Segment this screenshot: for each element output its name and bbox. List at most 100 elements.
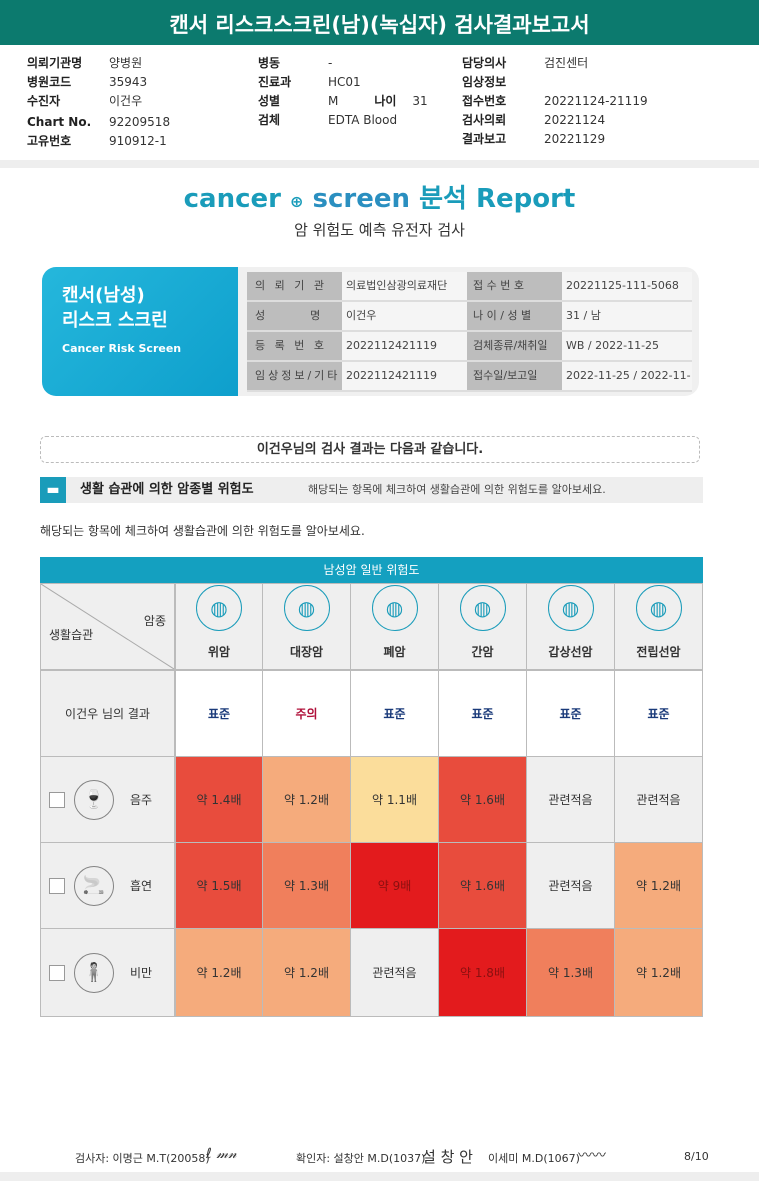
cancer-name: 간암: [471, 645, 494, 659]
section-desc: 해당되는 항목에 체크하여 생활습관에 의한 위험도를 알아보세요.: [308, 483, 606, 496]
info-row: 성 명 이건우 나 이 / 성 별 31 / 남: [247, 302, 692, 332]
header-row: 검체 EDTA Blood: [258, 111, 428, 130]
header-label: 병동: [258, 56, 281, 70]
header-label: 검사의뢰: [462, 113, 507, 127]
header-value: -: [328, 56, 333, 70]
bed-icon: ▬: [40, 477, 66, 503]
risk-cell: 약 1.1배: [351, 757, 438, 842]
risk-cell: 약 1.5배: [176, 843, 262, 928]
habit-name: 음주: [130, 793, 153, 807]
header-value: 20221129: [544, 132, 606, 146]
result-value: 표준: [615, 671, 702, 756]
risk-cell: 관련적음: [527, 757, 614, 842]
info-value: 의료법인삼광의료재단: [342, 272, 467, 300]
header-value: 검진센터: [544, 56, 589, 70]
info-row: 등 록 번 호 2022112421119 검체종류/채취일 WB / 2022-11…: [247, 332, 692, 362]
cancer-header: ◍ 간암: [439, 584, 526, 669]
table-title: 남성암 일반 위험도: [40, 557, 703, 583]
habit-row-2: 🧍 비만: [41, 929, 174, 1016]
divider: [0, 1172, 759, 1181]
cancer-header: ◍ 폐암: [351, 584, 438, 669]
result-value: 표준: [439, 671, 526, 756]
result-label: 이건우 님의 결과: [41, 671, 174, 756]
obesity-icon: 🧍: [74, 952, 114, 993]
cancer-name: 전립선암: [636, 645, 681, 659]
header-row: Chart No. 92209518: [27, 113, 170, 132]
cancer-name: 갑상선암: [548, 645, 593, 659]
habit-checkbox[interactable]: [49, 877, 65, 894]
risk-cell: 약 1.2배: [615, 843, 702, 928]
risk-cell: 관련적음: [527, 843, 614, 928]
header-row: 의뢰기관명 양병원: [27, 54, 170, 73]
header-row: 결과보고 20221129: [462, 130, 648, 149]
risk-cell: 약 9배: [351, 843, 438, 928]
result-value: 표준: [527, 671, 614, 756]
header-row: 접수번호 20221124-21119: [462, 92, 648, 111]
banner-line2: 리스크 스크린: [62, 310, 168, 331]
info-value: 2022112421119: [342, 332, 467, 360]
info-label: 접수일/보고일: [467, 362, 562, 390]
result-value: 표준: [351, 671, 438, 756]
info-label: 접 수 번 호: [467, 272, 562, 300]
intestine-icon: ◍: [283, 585, 330, 631]
info-label: 임상정보/기타: [247, 362, 342, 390]
section-title: 생활 습관에 의한 암종별 위험도: [80, 482, 254, 497]
info-label: 검체종류/채취일: [467, 332, 562, 360]
cancer-header: ◍ 대장암: [263, 584, 350, 669]
header-label: 의뢰기관명: [27, 56, 83, 70]
info-grid: 의 뢰 기 관 의료법인삼광의료재단 접 수 번 호 20221125-111-506…: [247, 272, 692, 392]
risk-cell: 약 1.6배: [439, 757, 526, 842]
info-value: 2022112421119: [342, 362, 467, 390]
info-row: 임상정보/기타 2022112421119 접수일/보고일 2022-11-25 / …: [247, 362, 692, 392]
header-label: 성별: [258, 94, 281, 108]
doctor2-signature: 〰〰: [578, 1148, 606, 1164]
habit-checkbox[interactable]: [49, 964, 65, 981]
info-value: 20221125-111-5068: [562, 272, 692, 300]
info-row: 의 뢰 기 관 의료법인삼광의료재단 접 수 번 호 20221125-111-506…: [247, 272, 692, 302]
info-label: 의 뢰 기 관: [247, 272, 342, 300]
habit-checkbox[interactable]: [49, 791, 65, 808]
tester: 검사자: 이명근 M.T(20058): [75, 1152, 210, 1165]
header-value: 이건우: [109, 94, 143, 108]
patient-info-card: 캔서(남성) 리스크 스크린 Cancer Risk Screen 의 뢰 기 관…: [42, 267, 699, 396]
report-title: 캔서 리스크스크린(남)(녹십자) 검사결과보고서: [0, 0, 759, 47]
thyroid-icon: ◍: [547, 585, 594, 631]
header-label: 수진자: [27, 94, 61, 108]
confirmer: 확인자: 설창안 M.D(1037): [296, 1152, 426, 1165]
header-row: 임상정보: [462, 73, 648, 92]
result-notice: 이건우님의 검사 결과는 다음과 같습니다.: [40, 436, 700, 463]
header-row: 진료과 HC01: [258, 73, 428, 92]
tester-signature: ℓ 𝓂𝓃: [206, 1146, 237, 1162]
cigarette-icon: 🚬: [74, 865, 114, 906]
info-value: 31 / 남: [562, 302, 692, 330]
risk-cell: 관련적음: [615, 757, 702, 842]
corner-header: 암종 생활습관: [41, 584, 174, 669]
header-value: HC01: [328, 75, 361, 89]
risk-cell: 관련적음: [351, 929, 438, 1016]
header-row: 성별 M 나이 31: [258, 92, 428, 111]
banner-line1: 캔서(남성): [62, 285, 145, 306]
risk-cell: 약 1.6배: [439, 843, 526, 928]
header-row: 수진자 이건우: [27, 92, 170, 111]
brand-screen: screen: [312, 184, 411, 214]
cancer-header: ◍ 위암: [176, 584, 262, 669]
risk-cell: 약 1.3배: [263, 843, 350, 928]
risk-cell: 약 1.8배: [439, 929, 526, 1016]
risk-table: 암종 생활습관 ◍ 위암 ◍ 대장암 ◍ 폐암 ◍ 간암 ◍ 갑상선암 ◍ 전립선암 이건우 님의 결과 표준…: [40, 583, 703, 1017]
header-label: Chart No.: [27, 115, 92, 129]
risk-cell: 약 1.2배: [263, 929, 350, 1016]
header-label: 접수번호: [462, 94, 507, 108]
hint-text: 해당되는 항목에 체크하여 생활습관에 의한 위험도를 알아보세요.: [40, 524, 365, 538]
header-row: 고유번호 910912-1: [27, 132, 170, 151]
header-value: 20221124: [544, 113, 606, 127]
age-value: 31: [412, 94, 428, 108]
header-label: 결과보고: [462, 132, 507, 146]
header-row: 담당의사 검진센터: [462, 54, 648, 73]
header-col2: 병동 - 진료과 HC01 성별 M 나이 31 검체 EDTA Blood: [258, 54, 428, 130]
doctor2: 이세미 M.D(1067): [488, 1152, 580, 1165]
header-value: EDTA Blood: [328, 113, 398, 127]
header-label: 담당의사: [462, 56, 507, 70]
result-value: 표준: [176, 671, 262, 756]
corner-habit-label: 생활습관: [49, 628, 94, 642]
